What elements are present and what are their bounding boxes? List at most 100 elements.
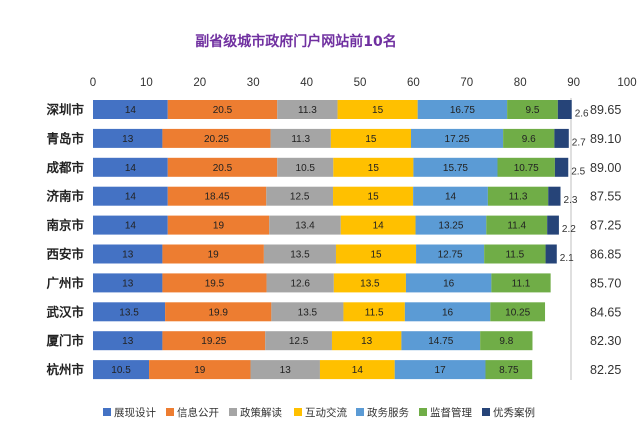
bar-segment (413, 186, 488, 206)
chart-title: 副省级城市政府门户网站前10名 (195, 33, 396, 50)
data-label: 14 (445, 192, 457, 203)
data-label: 13.5 (360, 278, 380, 289)
data-label: 17 (435, 365, 447, 376)
data-label: 12.75 (438, 250, 463, 261)
total-label: 85.70 (590, 276, 621, 290)
bar-segment (167, 186, 267, 206)
bars-layer: 深圳市 14 20.5 11.3 15 16.75 9.5 2.6 89.65 青岛市 13 20.2… (46, 100, 621, 380)
bar-segment (93, 360, 150, 380)
legend-swatch (103, 408, 111, 416)
bar-segment (547, 215, 559, 235)
bar-segment (415, 215, 487, 235)
bar-segment (277, 157, 334, 177)
bar-segment (265, 331, 332, 351)
category-label: 厦门市 (46, 333, 84, 348)
bar-segment (333, 273, 406, 293)
data-label: 19 (194, 365, 206, 376)
legend-label: 信息公开 (177, 406, 219, 419)
x-axis-ticks: 0 10 20 30 40 50 60 70 80 90 100 (90, 77, 637, 89)
bar-segment (486, 215, 548, 235)
bar-segment (162, 273, 267, 293)
total-label: 82.30 (590, 334, 621, 348)
x-tick-label: 0 (90, 77, 96, 89)
data-label: 13 (122, 278, 134, 289)
bar-segment (413, 157, 498, 177)
data-label: 13 (122, 336, 134, 347)
category-label: 武汉市 (46, 304, 84, 319)
bar-segment (93, 244, 163, 264)
category-label: 广州市 (46, 275, 84, 290)
total-label: 87.25 (590, 219, 621, 233)
legend-label: 政务服务 (367, 406, 409, 419)
total-label: 89.00 (590, 161, 621, 175)
bar-segment (93, 302, 166, 322)
bar-segment (554, 128, 569, 148)
total-label: 89.10 (590, 132, 621, 146)
bar-segment (319, 360, 395, 380)
bar-segment (545, 244, 557, 264)
bar-segment (250, 360, 320, 380)
bar-segment (162, 244, 264, 264)
data-label: 11.5 (505, 250, 524, 261)
data-label: 16 (442, 307, 454, 318)
bar-segment (93, 273, 163, 293)
data-label: 17.25 (445, 134, 470, 145)
data-label: 10.5 (111, 365, 131, 376)
x-tick-label: 60 (407, 77, 420, 89)
bar-segment (548, 186, 561, 206)
legend-label: 政策解读 (240, 406, 282, 419)
x-tick-label: 70 (460, 77, 473, 89)
legend-swatch (482, 408, 490, 416)
category-label: 南京市 (46, 218, 84, 233)
data-label: 14 (125, 105, 137, 116)
data-label: 15 (368, 163, 380, 174)
bar-segment (404, 302, 491, 322)
data-label: 11.5 (365, 307, 384, 318)
x-tick-label: 40 (300, 77, 313, 89)
data-label: 20.5 (213, 105, 233, 116)
data-label: 13 (122, 250, 134, 261)
data-label: 10.75 (514, 163, 539, 174)
data-label: 14 (352, 365, 364, 376)
data-label: 14 (125, 163, 137, 174)
data-label: 19 (208, 250, 220, 261)
category-label: 西安市 (46, 247, 84, 262)
bar-segment (266, 186, 334, 206)
total-label: 86.85 (590, 248, 621, 262)
bar-segment (93, 215, 168, 235)
data-label: 14 (125, 192, 137, 203)
total-label: 87.55 (590, 190, 621, 204)
bar-segment (93, 128, 163, 148)
bar-segment (503, 128, 555, 148)
category-label: 成都市 (46, 160, 84, 175)
legend-label: 互动交流 (305, 406, 347, 419)
bar-segment (330, 128, 411, 148)
data-label: 18.45 (205, 192, 230, 203)
data-label: 2.7 (572, 137, 586, 148)
x-tick-label: 80 (514, 77, 527, 89)
bar-segment (93, 186, 168, 206)
data-label: 9.6 (522, 134, 536, 145)
data-label: 20.5 (213, 163, 233, 174)
data-label: 2.5 (571, 166, 585, 177)
bar-segment (263, 244, 336, 264)
bar-segment (167, 215, 270, 235)
bar-segment (93, 331, 163, 351)
legend-swatch (419, 408, 427, 416)
data-label: 13.5 (119, 307, 139, 318)
bar-segment (401, 331, 481, 351)
legend-swatch (229, 408, 237, 416)
bar-segment (487, 186, 549, 206)
data-label: 11.3 (298, 105, 317, 116)
data-label: 11.3 (509, 192, 528, 203)
legend-label: 优秀案例 (493, 406, 535, 419)
legend-label: 展现设计 (114, 406, 156, 419)
data-label: 15 (370, 250, 382, 261)
bar-segment (491, 273, 551, 293)
x-tick-label: 30 (247, 77, 260, 89)
data-label: 14.75 (428, 336, 453, 347)
data-label: 2.2 (562, 224, 576, 235)
bar-segment (507, 100, 558, 119)
